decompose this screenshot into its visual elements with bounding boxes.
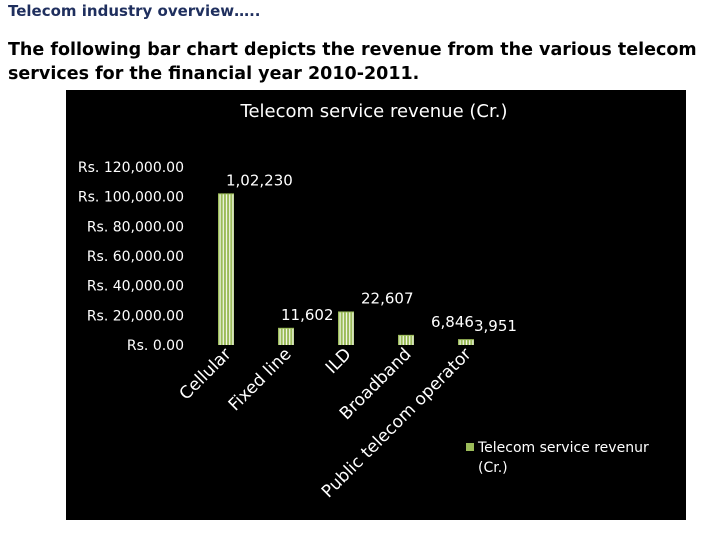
bars bbox=[218, 193, 474, 345]
category-label: Fixed line bbox=[225, 344, 296, 415]
y-tick-label: Rs. 120,000.00 bbox=[78, 160, 184, 176]
slide-description: The following bar chart depicts the reve… bbox=[8, 40, 697, 84]
legend-item: Telecom service revenur (Cr.) bbox=[466, 440, 649, 476]
data-label: 11,602 bbox=[281, 306, 334, 324]
y-tick-label: Rs. 0.00 bbox=[127, 338, 184, 354]
legend-swatch bbox=[466, 443, 474, 451]
y-tick-label: Rs. 20,000.00 bbox=[87, 308, 184, 324]
bar-chart: Telecom service revenue (Cr.) Rs. 0.00Rs… bbox=[78, 101, 649, 502]
slide-title: Telecom industry overview….. bbox=[8, 2, 261, 20]
data-label: 6,846 bbox=[431, 313, 474, 331]
data-label: 3,951 bbox=[474, 317, 517, 335]
bar bbox=[218, 193, 234, 345]
y-tick-label: Rs. 60,000.00 bbox=[87, 249, 184, 265]
data-label: 1,02,230 bbox=[226, 171, 293, 189]
data-labels: 1,02,230 11,602 22,607 6,846 3,951 bbox=[226, 171, 517, 335]
legend-label: Telecom service revenur (Cr.) bbox=[477, 440, 649, 476]
bar bbox=[338, 311, 354, 345]
category-label: ILD bbox=[322, 344, 356, 378]
category-label: Cellular bbox=[176, 344, 236, 404]
legend: Telecom service revenur (Cr.) bbox=[466, 440, 649, 476]
y-tick-label: Rs. 40,000.00 bbox=[87, 279, 184, 295]
bar bbox=[278, 327, 294, 345]
y-tick-label: Rs. 100,000.00 bbox=[78, 190, 184, 206]
y-tick-label: Rs. 80,000.00 bbox=[87, 219, 184, 235]
bar bbox=[458, 339, 474, 345]
chart-area: Telecom service revenue (Cr.) Rs. 0.00 Rs… bbox=[66, 90, 686, 520]
y-axis: Rs. 0.00 Rs. 20,000.00 Rs. 40,000.00 Rs. 60… bbox=[78, 160, 184, 354]
data-label: 22,607 bbox=[361, 289, 414, 307]
bar bbox=[398, 334, 414, 345]
chart-title: Telecom service revenue (Cr.) bbox=[240, 101, 508, 122]
